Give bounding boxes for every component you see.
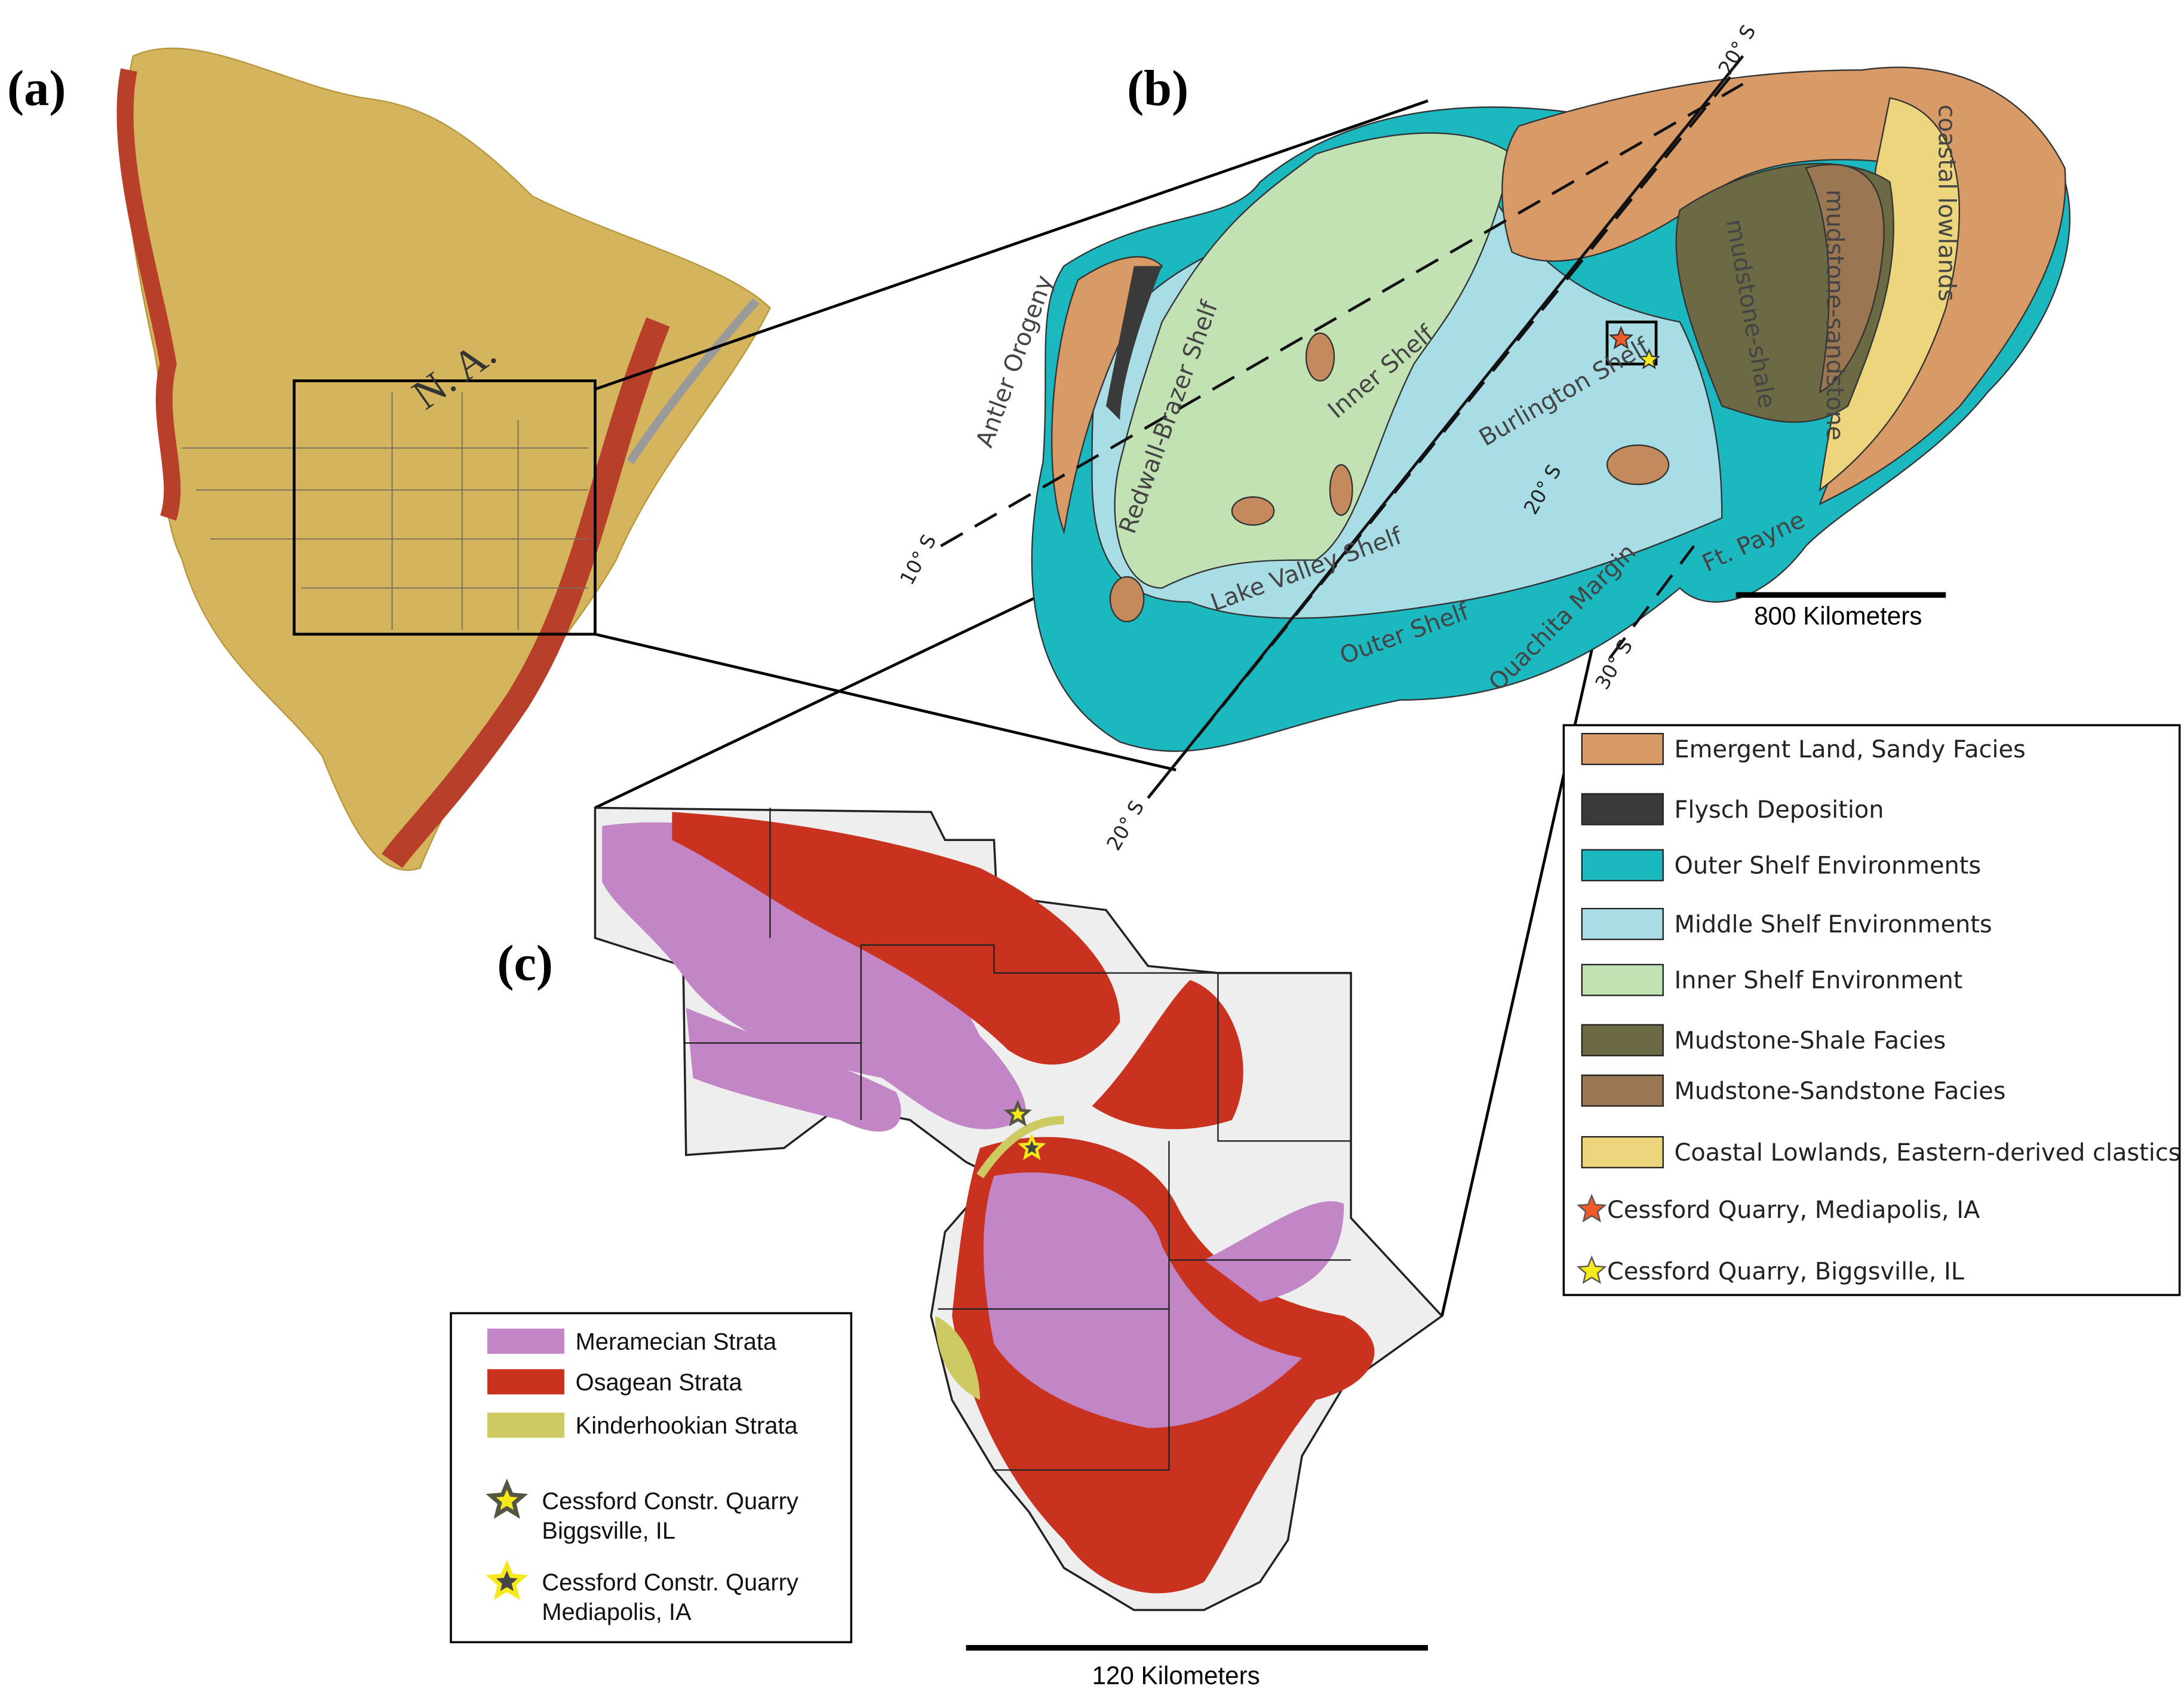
legend-label: Cessford Constr. Quarry bbox=[542, 1570, 798, 1596]
legend-label: Kinderhookian Strata bbox=[576, 1413, 798, 1439]
legend-label: Biggsville, IL bbox=[542, 1518, 675, 1544]
legend-swatch bbox=[1581, 907, 1664, 940]
legend-swatch bbox=[487, 1369, 564, 1395]
legend-label: Osagean Strata bbox=[576, 1369, 743, 1395]
site-marker bbox=[1608, 326, 1634, 349]
legend-label: Mudstone-Sandstone Facies bbox=[1675, 1078, 2006, 1105]
legend-swatch bbox=[487, 1328, 564, 1354]
legend-b-box bbox=[1562, 724, 2181, 1296]
site-marker bbox=[1638, 348, 1660, 370]
latitude-label: 20° S bbox=[1102, 797, 1149, 854]
scale-bar-label: 120 Kilometers bbox=[1092, 1662, 1260, 1690]
site-marker bbox=[1018, 1133, 1046, 1161]
legend-label: Emergent Land, Sandy Facies bbox=[1675, 736, 2026, 763]
legend-label: Mudstone-Shale Facies bbox=[1675, 1027, 1946, 1055]
legend-swatch bbox=[1581, 1074, 1664, 1107]
legend-symbol bbox=[1577, 1255, 1607, 1284]
map-label: mudstone-sandstone bbox=[1821, 189, 1848, 440]
panel-b-map bbox=[940, 55, 2071, 799]
site-marker bbox=[1003, 1099, 1032, 1127]
legend-label: Coastal Lowlands, Eastern-derived clasti… bbox=[1675, 1139, 2181, 1167]
legend-swatch bbox=[1581, 1136, 1664, 1168]
panel-c-map bbox=[594, 806, 1444, 1651]
map-markers bbox=[1003, 326, 1660, 1161]
legend-swatch bbox=[1581, 793, 1664, 825]
legend-symbol bbox=[486, 1560, 529, 1600]
legend-label: Mediapolis, IA bbox=[542, 1599, 692, 1625]
legend-label: Meramecian Strata bbox=[576, 1328, 777, 1355]
latitude-label: 10° S bbox=[896, 531, 941, 589]
legend-label: Flysch Deposition bbox=[1675, 796, 1884, 824]
panel-label: (c) bbox=[497, 936, 553, 992]
legend-label: Outer Shelf Environments bbox=[1675, 852, 1982, 880]
panel-label: (b) bbox=[1127, 61, 1188, 116]
map-label: coastal lowlands bbox=[1933, 105, 1961, 302]
legend-symbol bbox=[486, 1478, 529, 1519]
legend-label: Cessford Quarry, Biggsville, IL bbox=[1607, 1258, 1964, 1285]
panel-label: (a) bbox=[7, 61, 66, 116]
legend-symbol bbox=[1577, 1193, 1607, 1223]
scale-bar-label: 800 Kilometers bbox=[1754, 602, 1922, 630]
legend-label: Inner Shelf Environment bbox=[1675, 967, 1963, 995]
legend-swatch bbox=[1581, 849, 1664, 882]
legend-c-box bbox=[450, 1312, 853, 1644]
legend-label: Cessford Constr. Quarry bbox=[542, 1489, 798, 1515]
legend-swatch bbox=[1581, 732, 1664, 765]
legend-swatch bbox=[1581, 963, 1664, 996]
legend-label: Middle Shelf Environments bbox=[1675, 911, 1992, 938]
latitude-label: 20° S bbox=[1714, 21, 1761, 78]
panel-a-map bbox=[116, 47, 771, 871]
legend-label: Cessford Quarry, Mediapolis, IA bbox=[1607, 1196, 1980, 1224]
legend-swatch bbox=[1581, 1024, 1664, 1057]
legend-swatch bbox=[487, 1412, 564, 1438]
